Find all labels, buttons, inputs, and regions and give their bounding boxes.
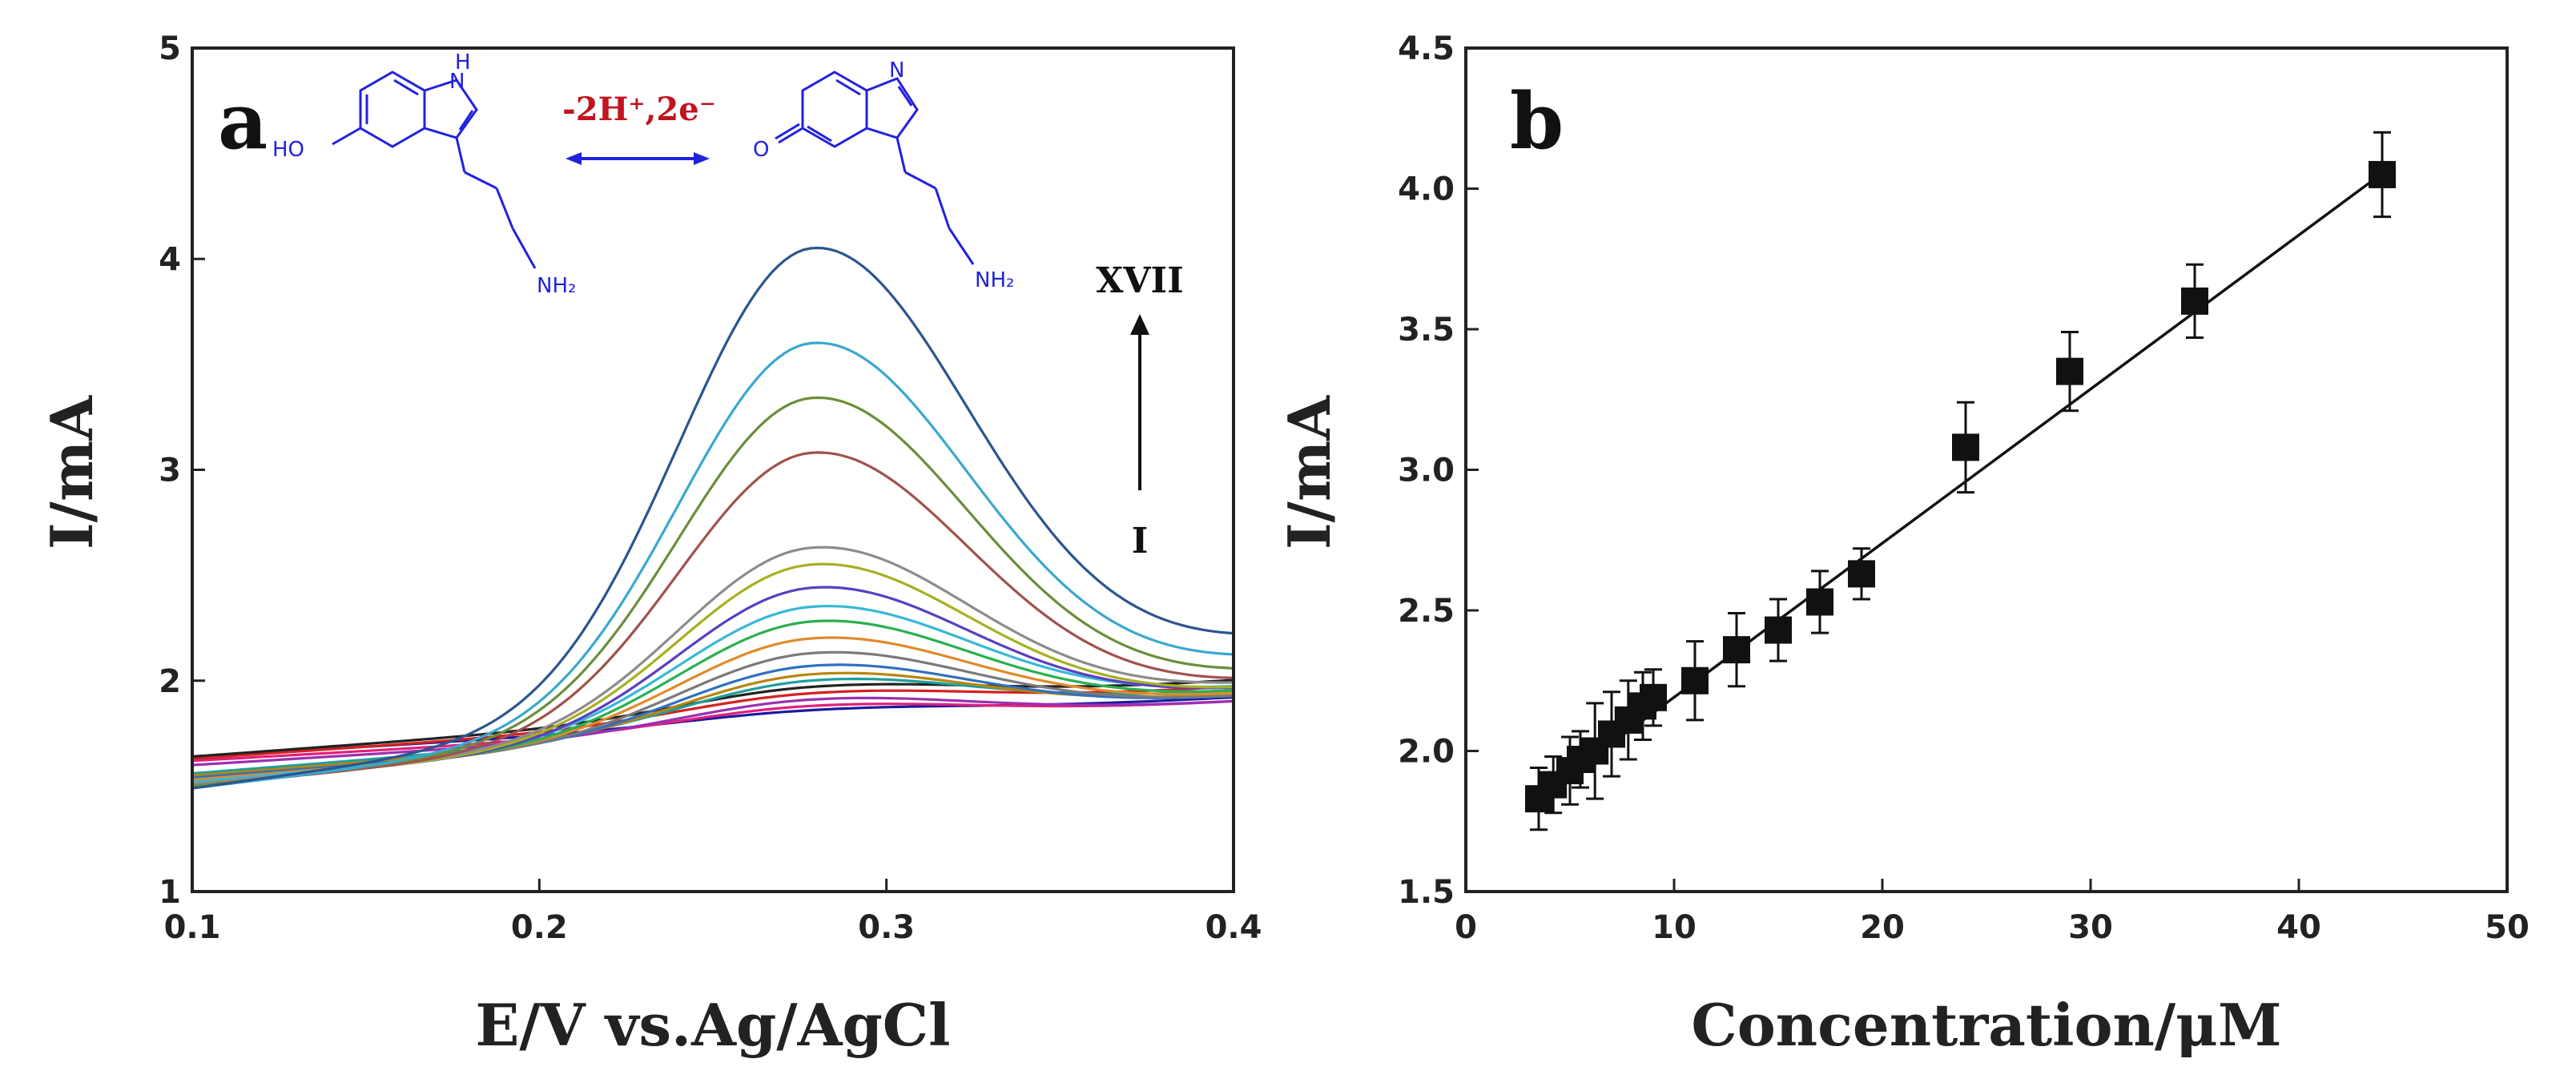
calibration-fit xyxy=(1537,172,2384,799)
dpv-curve-XVII xyxy=(191,396,1234,787)
data-point xyxy=(2369,160,2396,188)
panel-a-ytick-label: 2 xyxy=(159,663,181,700)
panel-a-xlabel: E/V vs.Ag/AgCl xyxy=(476,991,951,1059)
dpv-curve-IV xyxy=(191,685,1234,760)
data-point xyxy=(2181,287,2208,315)
panel-b-letter: b xyxy=(1510,76,1564,167)
panel-b-ytick-label: 3.5 xyxy=(1398,312,1455,348)
data-point xyxy=(2056,357,2083,385)
panel-a: 1 2 3 4 5 0.1 0.2 0.3 0.4 a E/V vs.Ag/AgCl I/mA… xyxy=(38,30,1262,1059)
panel-b-ytick-label: 4.0 xyxy=(1398,171,1455,208)
panel-b-xtick-label: 20 xyxy=(1860,909,1905,946)
panel-a-xtick-label: 0.1 xyxy=(164,909,221,946)
panel-a-ytick-label: 5 xyxy=(159,30,181,67)
dpv-curve-XIX xyxy=(191,246,1234,790)
panel-a-y-ticks: 1 2 3 4 5 xyxy=(159,30,205,911)
data-point xyxy=(1765,616,1792,644)
serotonin-structure xyxy=(332,70,537,269)
panel-a-x-ticks: 0.1 0.2 0.3 0.4 xyxy=(164,879,1262,946)
quinone-imine-n: N xyxy=(889,58,904,83)
dpv-curve-VIII xyxy=(191,663,1234,779)
dpv-curve-XVIII xyxy=(191,341,1234,790)
panel-a-xtick-label: 0.2 xyxy=(511,909,568,946)
reaction-arrow-forward xyxy=(694,152,710,165)
panel-b-ytick-label: 2.5 xyxy=(1398,593,1455,630)
dpv-curve-XVI xyxy=(191,451,1234,787)
reaction-arrow-back xyxy=(566,152,582,165)
data-point xyxy=(1806,588,1833,616)
calibration-points xyxy=(1525,131,2396,831)
panel-b-xtick-label: 30 xyxy=(2068,909,2113,946)
panel-b-frame xyxy=(1464,46,2509,893)
panel-b-ytick-label: 2.0 xyxy=(1398,734,1455,771)
dpv-curve-II xyxy=(191,699,1234,763)
increase-arrow-head xyxy=(1130,314,1149,335)
linear-fit-line xyxy=(1537,172,2384,799)
panel-b-x-ticks: 0 10 20 30 40 50 xyxy=(1455,879,2530,946)
serotonin-amine: NH₂ xyxy=(537,274,576,298)
voltammogram-curves xyxy=(191,246,1234,790)
curve-label-high: XVII xyxy=(1096,260,1183,301)
panel-b-ytick-label: 1.5 xyxy=(1398,874,1455,911)
panel-a-xtick-label: 0.3 xyxy=(858,909,915,946)
panel-b-ylabel: I/mA xyxy=(1275,395,1343,550)
panel-b-xlabel: Concentration/μM xyxy=(1691,991,2281,1059)
serotonin-nh-h: H xyxy=(455,50,471,74)
serotonin-nh-n: N xyxy=(449,70,465,94)
panel-b-xtick-label: 0 xyxy=(1455,909,1477,946)
panel-a-xtick-label: 0.4 xyxy=(1205,909,1262,946)
data-point xyxy=(1952,433,1979,461)
panel-b: 1.5 2.0 2.5 3.0 3.5 4.0 4.5 0 10 20 30 40 50 b Conc… xyxy=(1275,30,2530,1059)
panel-b-xtick-label: 50 xyxy=(2485,909,2530,946)
panel-b-ytick-label: 4.5 xyxy=(1398,30,1455,67)
panel-b-xtick-label: 40 xyxy=(2276,909,2321,946)
reaction-label: -2H⁺,2e⁻ xyxy=(562,91,716,128)
panel-b-y-ticks: 1.5 2.0 2.5 3.0 3.5 4.0 4.5 xyxy=(1398,30,1479,911)
panel-a-ylabel: I/mA xyxy=(38,395,106,550)
data-point xyxy=(1723,636,1750,664)
panel-a-letter: a xyxy=(218,76,268,167)
quinone-imine-structure xyxy=(775,70,975,265)
serotonin-hydroxyl: HO xyxy=(272,138,304,162)
panel-a-ytick-label: 3 xyxy=(159,453,181,489)
data-point xyxy=(1848,560,1875,588)
data-point xyxy=(1681,666,1709,694)
data-point xyxy=(1640,683,1667,711)
quinone-imine-oxygen: O xyxy=(753,138,769,162)
quinone-imine-amine: NH₂ xyxy=(975,268,1014,292)
panel-b-xtick-label: 10 xyxy=(1652,909,1697,946)
panel-a-ytick-label: 4 xyxy=(159,241,181,278)
dpv-curve-III xyxy=(191,696,1234,767)
panel-a-ytick-label: 1 xyxy=(159,874,181,911)
panel-b-ytick-label: 3.0 xyxy=(1398,453,1455,489)
curve-label-low: I xyxy=(1132,521,1149,562)
